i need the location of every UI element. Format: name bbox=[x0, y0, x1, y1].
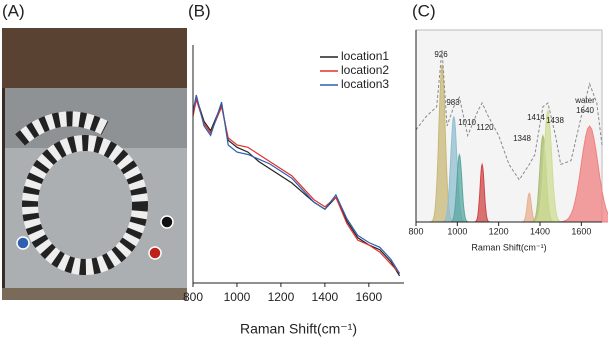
peak-name: water bbox=[574, 96, 595, 105]
photo bbox=[2, 28, 187, 300]
fitted-peak bbox=[473, 162, 491, 223]
x-tick-label: 1600 bbox=[355, 290, 382, 304]
x-axis-label: Raman Shift(cm⁻¹) bbox=[240, 321, 357, 337]
x-tick-label: 800 bbox=[183, 290, 203, 304]
spectrum-line bbox=[192, 95, 401, 277]
x-tick-label: 1400 bbox=[530, 226, 550, 236]
x-tick-label: 1000 bbox=[447, 226, 467, 236]
peak-label: 1010 bbox=[458, 118, 476, 127]
x-tick-label: 1200 bbox=[489, 226, 509, 236]
fitted-peak bbox=[532, 108, 563, 223]
x-tick-label: 800 bbox=[408, 226, 423, 236]
peak-label: 1348 bbox=[513, 134, 531, 143]
spectrum-line bbox=[415, 49, 603, 181]
panel-label: (B) bbox=[188, 1, 211, 20]
panel-label: (C) bbox=[412, 1, 436, 20]
panel-label: (A) bbox=[2, 1, 25, 20]
legend-label: location3 bbox=[341, 77, 389, 91]
peak-label: 1438 bbox=[546, 116, 564, 125]
peak-label: 983 bbox=[446, 98, 460, 107]
peak-label: 1640 bbox=[576, 106, 594, 115]
peak-label: 926 bbox=[434, 50, 448, 59]
peak-label: 1414 bbox=[527, 113, 545, 122]
fitted-peak bbox=[449, 152, 470, 223]
x-tick-label: 1000 bbox=[224, 290, 251, 304]
x-tick-label: 1600 bbox=[571, 226, 591, 236]
x-tick-label: 1400 bbox=[312, 290, 339, 304]
x-tick-label: 1200 bbox=[268, 290, 295, 304]
fitted-peak bbox=[556, 125, 608, 223]
peak-label: 1120 bbox=[476, 123, 494, 132]
legend-label: location1 bbox=[341, 49, 389, 63]
x-axis-label: Raman Shift(cm⁻¹) bbox=[471, 242, 546, 252]
spectrum-line bbox=[192, 94, 401, 274]
legend-label: location2 bbox=[341, 63, 389, 77]
